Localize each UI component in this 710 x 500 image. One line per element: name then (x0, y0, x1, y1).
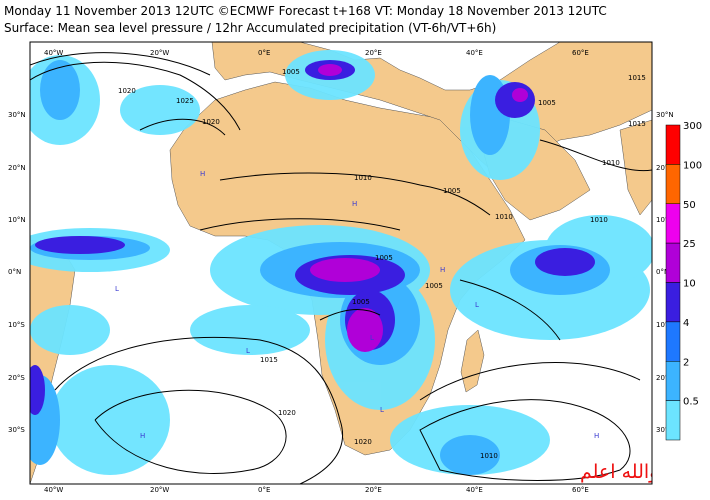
svg-text:H: H (140, 432, 145, 440)
legend-label: 4 (683, 318, 689, 329)
svg-text:20°N: 20°N (8, 164, 26, 172)
svg-text:L: L (115, 285, 119, 293)
svg-text:10°S: 10°S (8, 321, 25, 329)
svg-text:L: L (380, 406, 384, 414)
legend-swatch (665, 164, 681, 204)
svg-text:20°S: 20°S (656, 374, 673, 382)
svg-text:0°N: 0°N (656, 268, 669, 276)
svg-text:1025: 1025 (176, 97, 194, 105)
svg-text:30°S: 30°S (8, 426, 25, 434)
legend-label: 100 (683, 160, 702, 171)
svg-text:1020: 1020 (118, 87, 136, 95)
svg-text:0°N: 0°N (8, 268, 21, 276)
svg-text:20°E: 20°E (365, 486, 382, 494)
svg-text:30°N: 30°N (8, 111, 26, 119)
longitude-labels: 40°W 20°W 0°E 20°E 40°E 60°E 40°W 20°W 0… (44, 49, 589, 494)
svg-text:1020: 1020 (202, 118, 220, 126)
svg-text:H: H (200, 170, 205, 178)
legend-label: 300 (683, 121, 702, 132)
svg-text:40°E: 40°E (466, 486, 483, 494)
svg-text:1005: 1005 (282, 68, 300, 76)
svg-text:20°N: 20°N (656, 164, 674, 172)
india-landmass (619, 119, 652, 216)
svg-text:L: L (475, 301, 479, 309)
legend-swatch (665, 242, 681, 283)
svg-text:1015: 1015 (260, 356, 278, 364)
svg-text:H: H (594, 432, 599, 440)
svg-text:1005: 1005 (425, 282, 443, 290)
pressure-centers: H H H L L L H H L L (115, 170, 599, 440)
watermark-text: توقعات الامطار من الاوربي - والله اعلم (580, 461, 710, 483)
isobars (30, 52, 652, 484)
svg-text:20°W: 20°W (150, 49, 169, 57)
legend-swatch (665, 400, 681, 441)
legend-swatch (665, 203, 681, 244)
svg-text:H: H (440, 266, 445, 274)
precip-legend: 300 100 50 25 10 4 2 0.5 (665, 121, 702, 441)
legend-label: 50 (683, 200, 696, 211)
latitude-labels: 30°N 20°N 10°N 0°N 10°S 20°S 30°S 30°N 2… (8, 111, 674, 434)
svg-text:20°E: 20°E (365, 49, 382, 57)
chart-subtitle: Surface: Mean sea level pressure / 12hr … (4, 21, 497, 35)
precip-very-heavy (310, 64, 528, 352)
svg-text:H: H (352, 200, 357, 208)
svg-text:1005: 1005 (443, 187, 461, 195)
svg-text:1015: 1015 (628, 74, 646, 82)
svg-text:40°W: 40°W (44, 486, 63, 494)
legend-swatch (665, 124, 681, 165)
legend-label: 2 (683, 357, 689, 368)
svg-text:10°N: 10°N (8, 216, 26, 224)
svg-text:1010: 1010 (590, 216, 608, 224)
svg-text:1015: 1015 (628, 120, 646, 128)
svg-text:0°E: 0°E (258, 49, 270, 57)
svg-text:30°S: 30°S (656, 426, 673, 434)
svg-text:10°S: 10°S (656, 321, 673, 329)
svg-text:20°W: 20°W (150, 486, 169, 494)
map-area: 1020 1025 1020 1010 1005 1005 1010 1010 … (30, 42, 710, 484)
legend-swatch (665, 282, 681, 323)
svg-text:L: L (246, 347, 250, 355)
svg-text:1020: 1020 (278, 409, 296, 417)
svg-text:L: L (370, 334, 374, 342)
legend-swatch (665, 321, 681, 362)
legend-label: 25 (683, 239, 696, 250)
svg-text:1005: 1005 (375, 254, 393, 262)
legend-label: 10 (683, 279, 696, 290)
svg-text:40°E: 40°E (466, 49, 483, 57)
svg-text:1010: 1010 (354, 174, 372, 182)
legend-label: 0.5 (683, 397, 699, 408)
svg-text:1020: 1020 (354, 438, 372, 446)
svg-text:1010: 1010 (602, 159, 620, 167)
svg-text:1005: 1005 (352, 298, 370, 306)
legend-swatch (665, 361, 681, 401)
isobar-labels: 1020 1025 1020 1010 1005 1005 1010 1010 … (118, 68, 646, 460)
map-frame (29, 41, 653, 485)
svg-text:40°W: 40°W (44, 49, 63, 57)
svg-text:60°E: 60°E (572, 486, 589, 494)
svg-text:20°S: 20°S (8, 374, 25, 382)
svg-text:10°N: 10°N (656, 216, 674, 224)
svg-text:1010: 1010 (495, 213, 513, 221)
svg-text:0°E: 0°E (258, 486, 270, 494)
svg-text:1005: 1005 (538, 99, 556, 107)
svg-text:1010: 1010 (480, 452, 498, 460)
madagascar (460, 329, 485, 393)
svg-text:30°N: 30°N (656, 111, 674, 119)
svg-text:60°E: 60°E (572, 49, 589, 57)
chart-title: Monday 11 November 2013 12UTC ©ECMWF For… (4, 4, 607, 18)
